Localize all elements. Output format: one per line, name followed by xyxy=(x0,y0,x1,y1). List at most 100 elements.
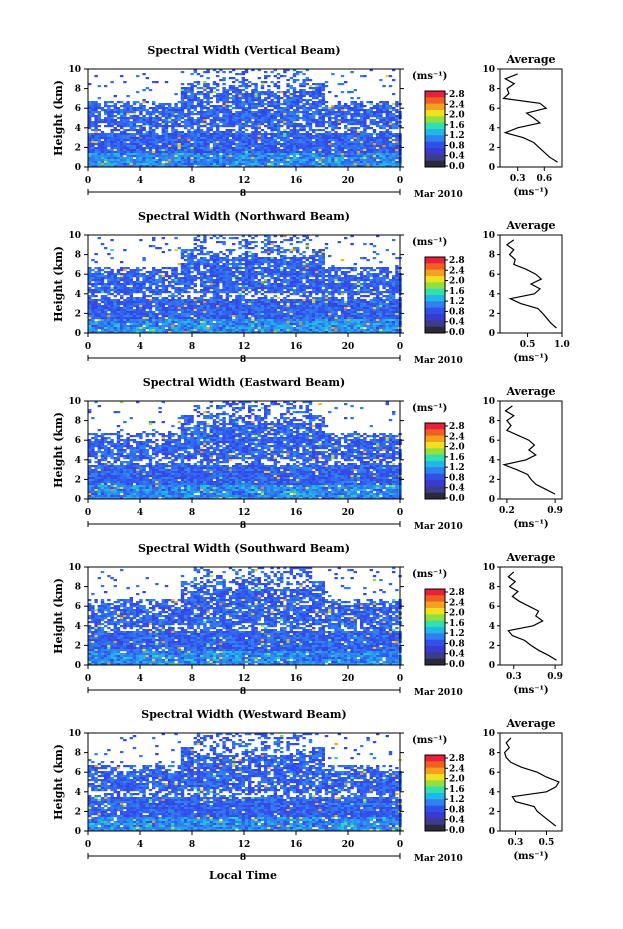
heatmap-cell xyxy=(324,135,329,138)
heatmap-cell xyxy=(145,145,149,148)
heatmap-cell xyxy=(116,281,121,284)
heatmap-cell xyxy=(331,293,335,296)
heatmap-cell xyxy=(244,165,249,168)
heatmap-cell xyxy=(123,293,127,296)
heatmap-cell xyxy=(190,277,194,280)
heatmap-cell xyxy=(145,143,149,146)
heatmap-cell xyxy=(161,105,165,108)
heatmap-cell xyxy=(91,103,95,106)
heatmap-cell xyxy=(88,273,92,276)
heatmap-cell xyxy=(388,107,393,110)
heatmap-cell xyxy=(190,279,194,282)
heatmap-cell xyxy=(244,117,249,120)
heatmap-cell xyxy=(222,119,226,122)
heatmap-cell xyxy=(308,133,313,136)
heatmap-cell xyxy=(289,123,293,126)
heatmap-cell xyxy=(88,163,92,166)
heatmap-cell xyxy=(238,165,242,168)
heatmap-cell xyxy=(94,275,98,278)
heatmap-cell xyxy=(369,123,373,126)
heatmap-cell xyxy=(315,267,319,270)
heatmap-cell xyxy=(372,121,377,124)
heatmap-cell xyxy=(328,117,332,120)
heatmap-cell xyxy=(171,137,175,140)
heatmap-cell xyxy=(113,141,117,144)
heatmap-cell xyxy=(248,145,252,148)
heatmap-cell xyxy=(161,157,165,160)
heatmap-cell xyxy=(388,117,393,120)
heatmap-cell xyxy=(273,119,277,122)
heatmap-cell xyxy=(280,241,284,244)
heatmap-cell xyxy=(132,119,137,122)
heatmap-cell xyxy=(276,165,281,168)
heatmap-cell xyxy=(337,151,341,154)
heatmap-cell xyxy=(251,123,255,126)
colorbar-tick-label: 1.6 xyxy=(449,121,465,131)
heatmap-cell xyxy=(203,133,207,136)
heatmap-cell xyxy=(337,267,341,270)
heatmap-cell xyxy=(360,149,364,152)
heatmap-cell xyxy=(372,145,377,148)
heatmap-cell xyxy=(289,161,293,164)
heatmap-cell xyxy=(174,107,178,110)
heatmap-cell xyxy=(251,113,255,116)
heatmap-cell xyxy=(273,265,277,268)
heatmap-cell xyxy=(196,245,201,248)
heatmap-cell xyxy=(235,123,239,126)
heatmap-cell xyxy=(88,267,92,270)
heatmap-cell xyxy=(379,111,383,114)
heatmap-cell xyxy=(164,129,169,132)
heatmap-cell xyxy=(203,291,207,294)
heatmap-cell xyxy=(184,123,188,126)
heatmap-cell xyxy=(366,259,370,262)
heatmap-cell xyxy=(299,117,303,120)
heatmap-cell xyxy=(177,159,181,162)
heatmap-cell xyxy=(225,123,229,126)
heatmap-cell xyxy=(216,263,220,266)
heatmap-cell xyxy=(97,159,101,162)
heatmap-cell xyxy=(356,131,361,134)
heatmap-cell xyxy=(244,259,249,262)
heatmap-cell xyxy=(280,75,284,78)
heatmap-cell xyxy=(321,165,325,168)
heatmap-cell xyxy=(318,147,322,150)
heatmap-cell xyxy=(113,119,117,122)
heatmap-cell xyxy=(212,235,217,238)
heatmap-cell xyxy=(305,123,309,126)
heatmap-cell xyxy=(145,147,149,150)
heatmap-cell xyxy=(360,165,364,168)
heatmap-cell xyxy=(280,159,284,162)
heatmap-cell xyxy=(174,93,178,96)
heatmap-cell xyxy=(225,91,229,94)
heatmap-cell xyxy=(193,297,197,300)
heatmap-cell xyxy=(289,135,293,138)
heatmap-cell xyxy=(139,151,143,154)
heatmap-cell xyxy=(91,153,95,156)
heatmap-cell xyxy=(382,155,386,158)
heatmap-cell xyxy=(315,283,319,286)
heatmap-cell xyxy=(180,91,185,94)
heatmap-cell xyxy=(289,251,293,254)
heatmap-cell xyxy=(308,113,313,116)
heatmap-cell xyxy=(395,137,399,140)
heatmap-cell xyxy=(353,153,357,156)
heatmap-cell xyxy=(222,289,226,292)
heatmap-cell xyxy=(235,159,239,162)
heatmap-cell xyxy=(148,245,153,248)
heatmap-cell xyxy=(238,255,242,258)
heatmap-cell xyxy=(158,277,162,280)
heatmap-cell xyxy=(168,157,172,160)
heatmap-cell xyxy=(276,133,281,136)
heatmap-cell xyxy=(187,97,191,100)
heatmap-cell xyxy=(254,147,258,150)
heatmap-cell xyxy=(196,99,201,102)
heatmap-cell xyxy=(244,263,249,266)
heatmap-cell xyxy=(318,165,322,168)
heatmap-cell xyxy=(267,119,271,122)
heatmap-cell xyxy=(200,109,204,112)
heatmap-cell xyxy=(337,157,341,160)
heatmap-cell xyxy=(289,97,293,100)
heatmap-cell xyxy=(225,97,229,100)
heatmap-cell xyxy=(139,287,143,290)
heatmap-cell xyxy=(286,141,290,144)
